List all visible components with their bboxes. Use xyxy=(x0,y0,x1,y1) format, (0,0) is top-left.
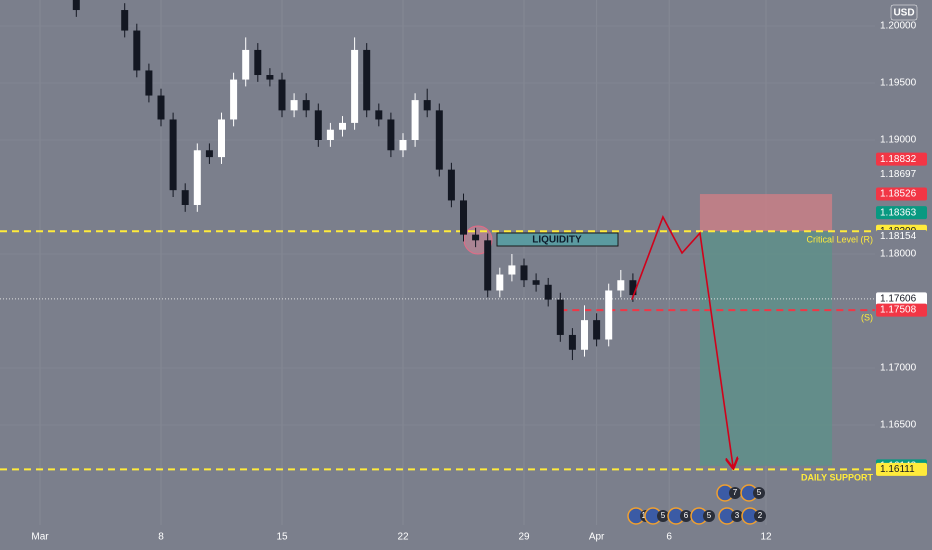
candle-body xyxy=(544,284,552,300)
candle-body xyxy=(339,122,347,130)
event-count: 2 xyxy=(758,511,763,520)
price-label-box xyxy=(876,229,927,243)
event-badge xyxy=(754,510,766,522)
liquidity-box xyxy=(496,232,619,247)
candle-body xyxy=(484,240,492,291)
candle-body xyxy=(145,70,153,96)
price-label-box xyxy=(876,462,927,476)
candle-body xyxy=(314,110,322,140)
price-label: 1.18154 xyxy=(880,231,917,242)
y-tick-label: 1.17000 xyxy=(880,363,917,374)
x-tick-label: 6 xyxy=(666,532,672,543)
event-badge xyxy=(731,510,743,522)
y-tick-label: 1.20000 xyxy=(880,21,917,32)
candle-body xyxy=(205,150,213,158)
candle-body xyxy=(133,30,141,71)
candle-body xyxy=(351,49,359,123)
y-tick-label: 1.19500 xyxy=(880,78,917,89)
daily-support-label: DAILY SUPPORT xyxy=(801,472,874,482)
price-label: 1.18832 xyxy=(880,154,917,165)
candle-body xyxy=(375,110,383,120)
candle-body xyxy=(605,290,613,340)
candle-body xyxy=(617,280,625,291)
price-label-box xyxy=(876,168,927,182)
candle-body xyxy=(218,119,226,158)
candle-body xyxy=(387,119,395,151)
candle-body xyxy=(326,129,334,140)
candle-body xyxy=(230,79,238,120)
event-badge xyxy=(729,487,741,499)
candle-body xyxy=(72,0,80,11)
x-tick-label: 29 xyxy=(518,532,530,543)
candle-body xyxy=(193,150,201,205)
price-label: 1.17606 xyxy=(880,294,917,305)
candle-body xyxy=(302,100,310,111)
x-tick-label: Apr xyxy=(589,532,605,543)
price-label-box xyxy=(876,187,927,201)
candle-body xyxy=(181,190,189,205)
candle-body xyxy=(593,320,601,340)
price-label: 1.18697 xyxy=(880,169,917,180)
x-tick-label: 8 xyxy=(158,532,164,543)
y-tick-label: 1.19000 xyxy=(880,135,917,146)
x-tick-label: 15 xyxy=(276,532,288,543)
zone xyxy=(699,231,833,466)
price-label: 1.18526 xyxy=(880,189,917,200)
event-count: 7 xyxy=(733,488,738,497)
candle-body xyxy=(363,49,371,111)
event-count: 5 xyxy=(757,488,762,497)
critical-label: Critical Level (R) xyxy=(806,234,873,244)
price-label-box xyxy=(876,292,927,306)
event-badge xyxy=(753,487,765,499)
projection-path xyxy=(631,215,733,467)
candle-body xyxy=(520,265,528,281)
candle-body xyxy=(157,95,165,120)
candle-body xyxy=(460,200,468,235)
price-label-box xyxy=(876,303,927,317)
candle-body xyxy=(629,280,637,296)
event-badge xyxy=(703,510,715,522)
candle-body xyxy=(568,334,576,350)
event-badge xyxy=(657,510,669,522)
currency-label: USD xyxy=(893,8,914,19)
x-tick-label: 12 xyxy=(760,532,772,543)
candle-body xyxy=(399,140,407,151)
candle-body xyxy=(254,49,262,76)
support-s-label: (S) xyxy=(861,312,873,322)
candle-body xyxy=(423,100,431,111)
event-count: 5 xyxy=(707,511,712,520)
y-tick-label: 1.16500 xyxy=(880,420,917,431)
candle-body xyxy=(121,10,129,31)
event-count: 6 xyxy=(684,511,689,520)
candle-body xyxy=(290,100,298,111)
candle-body xyxy=(266,75,274,80)
candle-body xyxy=(278,79,286,111)
candle-body xyxy=(508,265,516,275)
price-label: 1.16111 xyxy=(880,464,915,475)
candle-body xyxy=(169,119,177,191)
price-label: 1.17508 xyxy=(880,305,917,316)
candle-body xyxy=(472,234,480,241)
price-label: 1.18363 xyxy=(880,207,917,218)
candle-body xyxy=(581,320,589,350)
x-tick-label: Mar xyxy=(31,532,49,543)
event-badge xyxy=(680,510,692,522)
event-count: 3 xyxy=(735,511,740,520)
candle-body xyxy=(496,274,504,291)
y-tick-label: 1.18000 xyxy=(880,249,917,260)
price-label-box xyxy=(876,152,927,166)
x-tick-label: 22 xyxy=(397,532,409,543)
candle-body xyxy=(556,299,564,335)
event-count: 5 xyxy=(661,511,666,520)
candle-body xyxy=(435,110,443,170)
candle-body xyxy=(242,49,250,80)
price-label-box xyxy=(876,206,927,220)
candle-body xyxy=(447,169,455,201)
candle-body xyxy=(532,280,540,285)
zone xyxy=(699,194,833,232)
candle-body xyxy=(411,100,419,140)
currency-box[interactable] xyxy=(890,4,918,21)
liquidity-label: LIQUIDITY xyxy=(532,235,582,246)
